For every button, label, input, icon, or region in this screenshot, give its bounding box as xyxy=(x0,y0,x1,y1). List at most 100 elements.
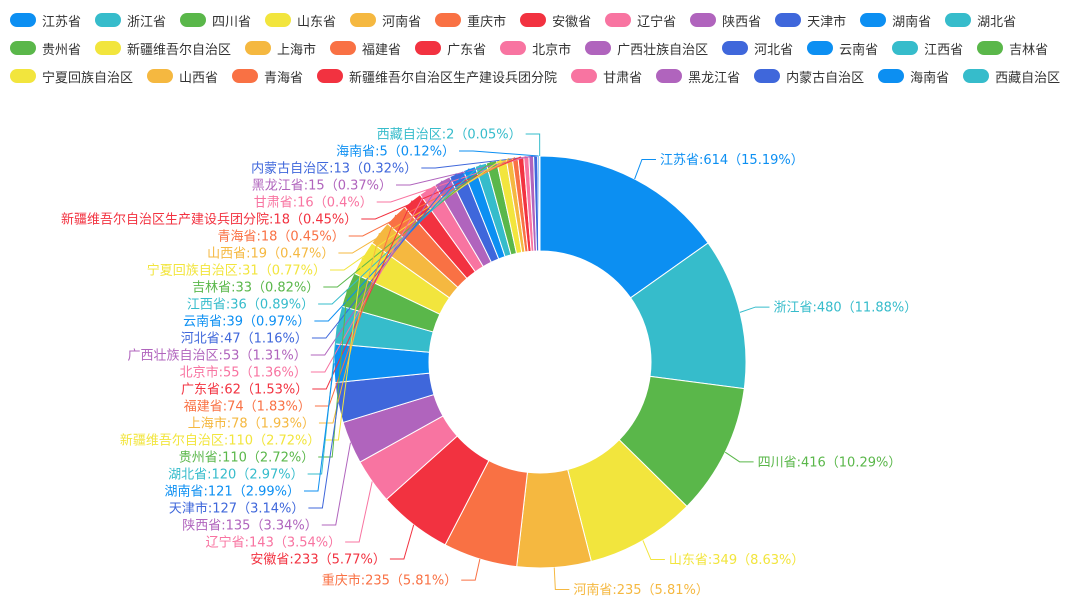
slice-label: 新疆维吾尔自治区生产建设兵团分院:18（0.45%） xyxy=(61,212,357,228)
slice-label: 广东省:62（1.53%） xyxy=(181,383,308,398)
slice-label: 上海市:78（1.93%） xyxy=(188,416,315,432)
legend-item[interactable]: 河南省 xyxy=(350,10,421,30)
legend-item[interactable]: 安徽省 xyxy=(520,10,591,30)
slice-label: 西藏自治区:2（0.05%） xyxy=(377,128,522,143)
legend-item[interactable]: 贵州省 xyxy=(10,38,81,58)
legend-label: 上海市 xyxy=(277,42,317,58)
legend-item[interactable]: 浙江省 xyxy=(95,10,166,30)
legend-label: 云南省 xyxy=(839,42,879,58)
legend-swatch xyxy=(180,13,207,27)
legend-item[interactable]: 湖北省 xyxy=(945,10,1016,30)
legend-item[interactable]: 湖南省 xyxy=(860,10,931,30)
legend-swatch xyxy=(963,69,990,83)
leader-line xyxy=(310,189,428,373)
leader-line xyxy=(308,402,339,509)
legend-item[interactable]: 江西省 xyxy=(892,38,963,58)
legend-swatch xyxy=(945,13,972,27)
leader-line xyxy=(421,155,536,169)
legend-swatch xyxy=(500,41,527,55)
legend-swatch xyxy=(95,41,122,55)
slice-labels: 江苏省:614（15.19%） 浙江省:480（11.88%） 四川省:416（10… xyxy=(61,128,917,598)
legend-item[interactable]: 江苏省 xyxy=(10,10,81,30)
legend-label: 新疆维吾尔自治区生产建设兵团分院 xyxy=(349,70,558,86)
legend-item[interactable]: 天津市 xyxy=(775,10,846,30)
leader-line xyxy=(389,524,415,560)
legend-item[interactable]: 甘肃省 xyxy=(571,66,642,86)
legend-item[interactable]: 吉林省 xyxy=(977,38,1048,58)
legend-item[interactable]: 辽宁省 xyxy=(605,10,676,30)
legend-swatch xyxy=(147,69,174,83)
legend-label: 江西省 xyxy=(924,42,964,58)
legend-item[interactable]: 云南省 xyxy=(807,38,878,58)
legend-swatch xyxy=(571,69,598,83)
leader-line xyxy=(318,232,380,424)
legend-label: 江苏省 xyxy=(42,14,82,30)
legend-item[interactable]: 青海省 xyxy=(232,66,303,86)
slice-label: 内蒙古自治区:13（0.32%） xyxy=(251,161,417,177)
slice-label: 浙江省:480（11.88%） xyxy=(773,301,917,316)
legend-swatch xyxy=(10,13,36,27)
leader-line xyxy=(311,173,457,339)
slice-label: 陕西省:135（3.34%） xyxy=(182,519,318,534)
legend-item[interactable]: 新疆维吾尔自治区 xyxy=(95,38,231,58)
legend-item[interactable]: 山西省 xyxy=(147,66,218,86)
leader-line xyxy=(318,164,481,305)
legend-item[interactable]: 北京市 xyxy=(500,38,571,58)
slice-label: 江西省:36（0.89%） xyxy=(187,298,314,313)
leader-line xyxy=(739,306,770,313)
leader-line xyxy=(304,363,335,492)
legend-item[interactable]: 河北省 xyxy=(722,38,793,58)
legend-label: 湖南省 xyxy=(892,14,932,30)
legend-swatch xyxy=(95,13,122,27)
slice-label: 黑龙江省:15（0.37%） xyxy=(252,179,392,194)
legend-swatch xyxy=(807,41,834,55)
slice-label: 湖南省:121（2.99%） xyxy=(165,484,301,500)
legend-item[interactable]: 宁夏回族自治区 xyxy=(10,66,133,86)
legend-swatch xyxy=(892,41,919,55)
legend-item[interactable]: 内蒙古自治区 xyxy=(754,66,864,86)
legend-label: 福建省 xyxy=(362,42,402,58)
legend-swatch xyxy=(317,69,344,83)
legend-label: 辽宁省 xyxy=(637,14,677,30)
leader-line xyxy=(642,540,665,561)
legend-item[interactable]: 广东省 xyxy=(415,38,486,58)
legend-item[interactable]: 上海市 xyxy=(245,38,316,58)
legend-item[interactable]: 四川省 xyxy=(180,10,251,30)
legend-item[interactable]: 山东省 xyxy=(265,10,336,30)
slice-label: 贵州省:110（2.72%） xyxy=(179,451,315,466)
legend-swatch xyxy=(656,69,683,83)
legend-swatch xyxy=(10,41,36,55)
label-leader-lines xyxy=(304,133,770,590)
leader-line xyxy=(724,451,754,463)
legend-item[interactable]: 西藏自治区 xyxy=(963,66,1060,86)
legend-label: 广西壮族自治区 xyxy=(617,42,709,58)
legend-label: 西藏自治区 xyxy=(995,70,1061,86)
legend-swatch xyxy=(245,41,272,55)
legend-swatch xyxy=(585,41,612,55)
legend-swatch xyxy=(690,13,717,27)
legend-item[interactable]: 重庆市 xyxy=(435,10,506,30)
legend-swatch xyxy=(605,13,632,27)
legend-item[interactable]: 新疆维吾尔自治区生产建设兵团分院 xyxy=(317,66,557,86)
legend-label: 河北省 xyxy=(754,42,794,58)
slice-label: 甘肃省:16（0.4%） xyxy=(254,196,373,211)
legend-item[interactable]: 海南省 xyxy=(878,66,949,86)
slice-label: 海南省:5（0.12%） xyxy=(336,144,455,160)
legend-label: 湖北省 xyxy=(977,14,1017,30)
legend-swatch xyxy=(775,13,802,27)
legend-label: 安徽省 xyxy=(552,14,592,30)
legend-item[interactable]: 福建省 xyxy=(330,38,401,58)
legend-label: 浙江省 xyxy=(127,14,167,30)
slice-label: 广西壮族自治区:53（1.31%） xyxy=(128,348,307,364)
legend-swatch xyxy=(350,13,377,27)
legend-label: 陕西省 xyxy=(722,14,762,30)
legend-item[interactable]: 黑龙江省 xyxy=(656,66,740,86)
slice-label: 宁夏回族自治区:31（0.77%） xyxy=(147,263,326,279)
legend-label: 宁夏回族自治区 xyxy=(42,70,134,86)
slice-label: 辽宁省:143（3.54%） xyxy=(206,535,342,551)
legend-item[interactable]: 陕西省 xyxy=(690,10,761,30)
leader-line xyxy=(553,567,570,590)
leader-line xyxy=(310,180,443,356)
donut-slice[interactable] xyxy=(538,155,541,252)
legend-item[interactable]: 广西壮族自治区 xyxy=(585,38,708,58)
